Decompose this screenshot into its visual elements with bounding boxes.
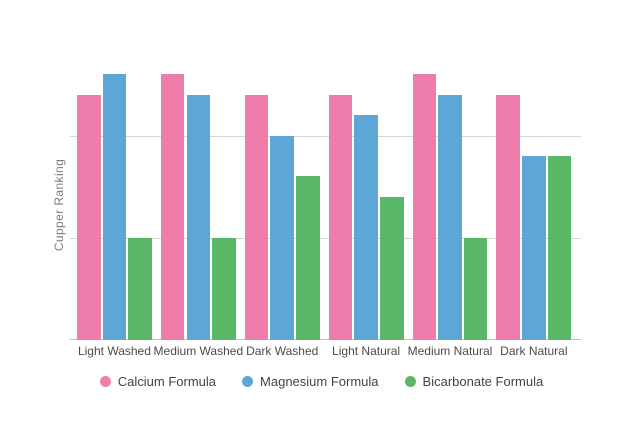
legend: Calcium Formula Magnesium Formula Bicarbon… (0, 374, 643, 389)
category-label: Dark Washed (246, 344, 319, 358)
bar (522, 155, 546, 340)
legend-item: Bicarbonate Formula (404, 374, 544, 389)
legend-label: Magnesium Formula (260, 374, 379, 389)
legend-marker-circle-icon (99, 376, 111, 387)
legend-marker-circle-icon (242, 376, 254, 387)
x-axis-line (70, 339, 581, 340)
bar (186, 94, 211, 340)
bar (160, 74, 185, 340)
legend-marker-circle-icon (404, 376, 416, 387)
bar (380, 196, 404, 340)
bar (463, 237, 488, 340)
bar (270, 135, 294, 340)
bar (412, 74, 437, 340)
category-label: Light Washed (77, 344, 151, 358)
legend-item: Magnesium Formula (242, 374, 379, 389)
bar (212, 237, 236, 340)
horizontal-gridline (70, 135, 581, 137)
category-label: Dark Natural (500, 344, 568, 358)
horizontal-gridline (70, 237, 581, 239)
bar (102, 74, 127, 340)
bar (296, 176, 320, 340)
bar (328, 94, 353, 340)
bar (77, 94, 101, 340)
legend-item: Calcium Formula (99, 374, 217, 389)
bar (244, 94, 269, 340)
category-label: Medium Washed (153, 344, 244, 358)
y-axis-label: Cupper Ranking (52, 158, 66, 252)
bar (547, 155, 572, 340)
legend-label: Bicarbonate Formula (422, 374, 544, 389)
category-label: Medium Natural (407, 344, 493, 358)
bar (496, 94, 520, 340)
legend-label: Calcium Formula (117, 374, 217, 389)
bar (128, 237, 152, 340)
bar (354, 115, 378, 340)
x-axis-labels: Light Washed Medium Washed Dark Washed Ligh… (70, 344, 581, 360)
plot-area (70, 0, 581, 340)
category-label: Light Natural (332, 344, 401, 358)
bar (438, 94, 462, 340)
